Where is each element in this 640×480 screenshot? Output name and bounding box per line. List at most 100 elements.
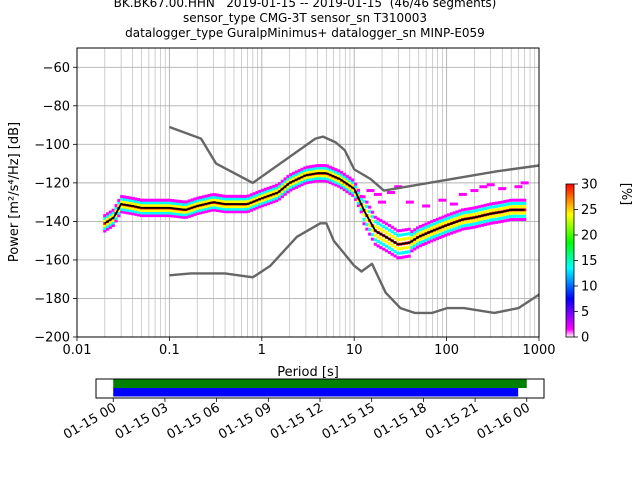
psd-density-cell <box>458 225 462 229</box>
psd-density-cell <box>283 179 287 183</box>
psd-density-cell <box>221 204 225 208</box>
psd-density-cell <box>370 228 375 232</box>
psd-density-cell <box>204 199 208 203</box>
psd-density-cell <box>348 186 352 190</box>
psd-density-cell <box>452 224 456 228</box>
psd-density-cell <box>286 175 290 179</box>
psd-density-cell <box>345 179 349 183</box>
psd-density-cell <box>520 214 524 218</box>
psd-density-cell <box>362 199 366 203</box>
psd-density-cell <box>297 171 301 175</box>
psd-density-cell <box>277 192 282 196</box>
psd-density-cell <box>410 233 414 237</box>
psd-density-cell <box>173 212 177 216</box>
psd-density-cell <box>438 229 442 233</box>
psd-density-cell <box>159 201 163 205</box>
psd-density-cell <box>328 165 332 169</box>
psd-density-cell <box>497 201 501 205</box>
psd-density-cell <box>379 237 383 241</box>
psd-density-cell <box>134 200 138 204</box>
psd-density-cell <box>385 231 389 235</box>
psd-density-cell <box>444 230 448 234</box>
psd-density-cell <box>475 225 479 229</box>
psd-density-cell <box>520 217 524 221</box>
psd-density-cell <box>292 174 296 178</box>
psd-density-cell <box>201 210 206 214</box>
psd-density-cell <box>356 199 361 203</box>
psd-density-cell <box>334 180 338 184</box>
psd-density-cell <box>461 224 465 228</box>
psd-density-cell <box>125 208 129 212</box>
psd-density-cell <box>213 195 217 199</box>
psd-density-cell <box>224 197 228 201</box>
psd-density-cell <box>492 202 496 206</box>
psd-density-cell <box>280 192 284 196</box>
psd-density-cell <box>199 211 203 215</box>
psd-density-cell <box>458 209 462 213</box>
psd-lines <box>104 125 540 315</box>
psd-density-cell <box>103 219 107 223</box>
psd-density-cell <box>255 206 259 210</box>
psd-density-cell <box>492 208 496 212</box>
psd-density-cell <box>416 232 420 236</box>
psd-density-cell <box>359 200 363 204</box>
psd-density-cell <box>120 197 124 201</box>
psd-density-cell <box>472 209 476 213</box>
psd-density-cell <box>159 198 163 202</box>
psd-density-cell <box>193 200 197 204</box>
psd-density-cell <box>466 207 470 211</box>
psd-density-cell <box>362 195 366 199</box>
psd-density-cell <box>277 194 282 198</box>
psd-density-cell <box>308 175 313 179</box>
psd-density-cell <box>455 213 459 217</box>
psd-density-cell <box>280 179 284 183</box>
psd-density-cell <box>137 213 141 217</box>
psd-outlier-cell <box>422 204 431 208</box>
psd-density-cell <box>292 184 296 188</box>
psd-density-cell <box>145 198 149 202</box>
psd-density-cell <box>210 195 214 199</box>
psd-density-cell <box>190 201 194 205</box>
psd-density-cell <box>461 227 465 231</box>
psd-density-cell <box>331 172 335 176</box>
psd-density-cell <box>255 201 259 205</box>
psd-density-cell <box>461 211 465 215</box>
psd-density-cell <box>125 206 129 210</box>
psd-density-cell <box>221 207 225 211</box>
psd-density-cell <box>438 219 442 223</box>
psd-density-cell <box>272 189 276 193</box>
psd-density-cell <box>210 206 214 210</box>
psd-density-cell <box>404 246 408 250</box>
psd-density-cell <box>508 211 513 215</box>
psd-density-cell <box>503 203 507 207</box>
psd-density-cell <box>201 197 206 201</box>
psd-density-cell <box>523 198 527 202</box>
psd-density-cell <box>204 194 208 198</box>
psd-density-cell <box>266 197 270 201</box>
psd-density-cell <box>432 235 437 239</box>
psd-density-cell <box>334 183 338 187</box>
psd-density-cell <box>246 207 251 211</box>
psd-density-cell <box>204 197 208 201</box>
psd-density-cell <box>277 182 282 186</box>
psd-density-cell <box>190 198 194 202</box>
psd-density-cell <box>497 213 501 217</box>
psd-density-cell <box>396 233 400 237</box>
psd-density-cell <box>201 208 206 212</box>
psd-density-cell <box>244 207 248 211</box>
psd-density-cell <box>489 208 493 212</box>
psd-density-cell <box>215 198 220 202</box>
psd-density-cell <box>165 208 169 212</box>
psd-density-cell <box>503 212 507 216</box>
y-tick-label: −100 <box>34 138 70 153</box>
psd-density-cell <box>156 201 160 205</box>
psd-density-cell <box>235 194 239 198</box>
psd-density-cell <box>348 179 352 183</box>
psd-density-cell <box>325 167 330 171</box>
psd-density-cell <box>418 228 423 232</box>
psd-density-cell <box>139 214 144 218</box>
psd-density-cell <box>444 217 448 221</box>
psd-density-cell <box>139 211 144 215</box>
psd-density-cell <box>370 210 375 214</box>
